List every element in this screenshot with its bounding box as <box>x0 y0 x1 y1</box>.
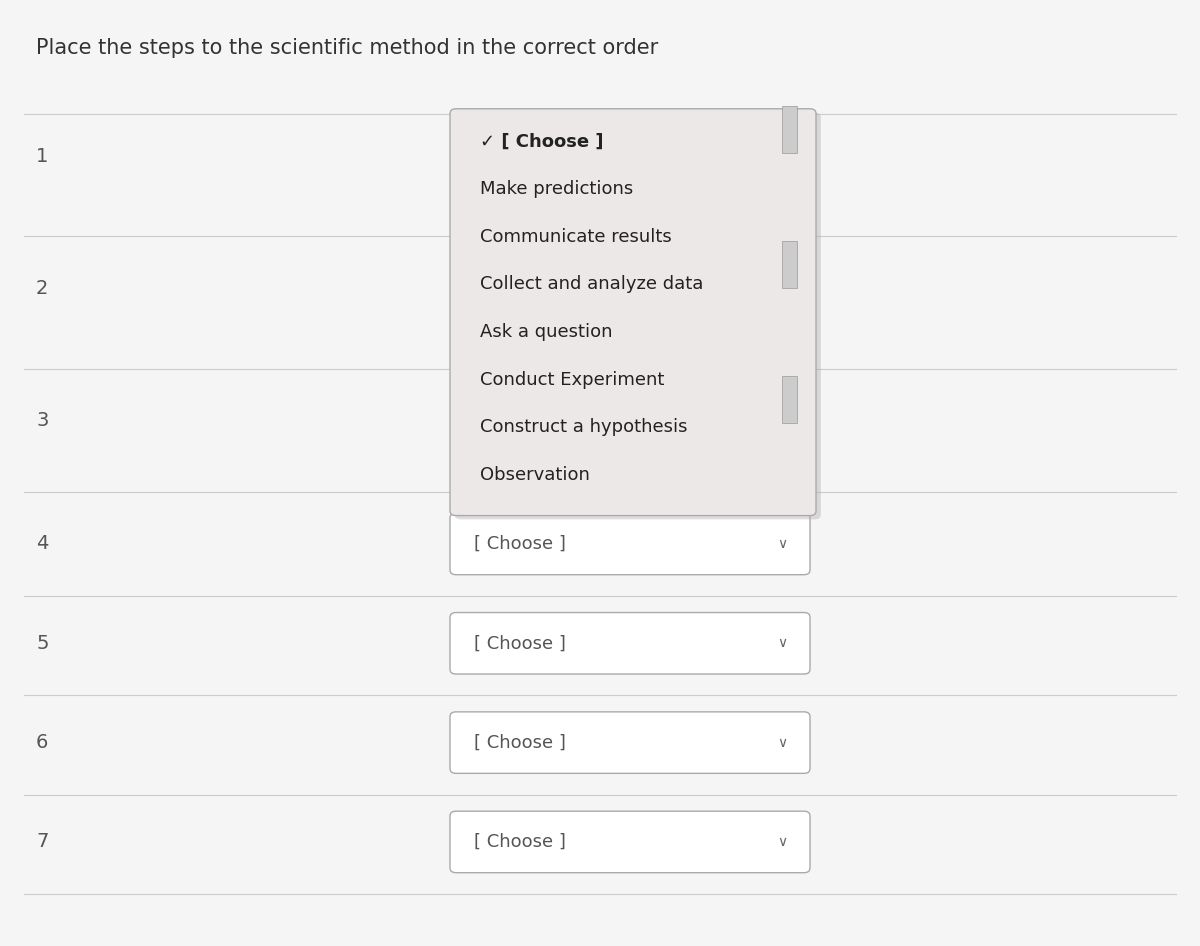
Text: Make predictions: Make predictions <box>480 180 634 198</box>
Text: 4: 4 <box>36 534 48 553</box>
Text: [ Choose ]: [ Choose ] <box>474 534 566 553</box>
FancyBboxPatch shape <box>782 376 797 424</box>
Text: ∨: ∨ <box>778 736 787 749</box>
FancyBboxPatch shape <box>450 613 810 674</box>
Text: ∨: ∨ <box>778 835 787 849</box>
Text: Conduct Experiment: Conduct Experiment <box>480 371 665 389</box>
FancyBboxPatch shape <box>450 109 816 516</box>
Text: Ask a question: Ask a question <box>480 323 612 342</box>
Text: Observation: Observation <box>480 466 590 484</box>
Text: ∨: ∨ <box>778 637 787 650</box>
Text: 2: 2 <box>36 279 48 298</box>
Text: [ Choose ]: [ Choose ] <box>474 832 566 851</box>
Text: Place the steps to the scientific method in the correct order: Place the steps to the scientific method… <box>36 38 659 58</box>
FancyBboxPatch shape <box>782 240 797 289</box>
FancyBboxPatch shape <box>450 811 810 872</box>
Text: ✓ [ Choose ]: ✓ [ Choose ] <box>480 132 604 150</box>
Text: 1: 1 <box>36 147 48 166</box>
Text: 3: 3 <box>36 412 48 430</box>
Text: ∨: ∨ <box>778 537 787 551</box>
FancyBboxPatch shape <box>782 106 797 153</box>
Text: 6: 6 <box>36 733 48 752</box>
Text: Collect and analyze data: Collect and analyze data <box>480 275 703 293</box>
Text: [ Choose ]: [ Choose ] <box>474 634 566 653</box>
FancyBboxPatch shape <box>450 513 810 575</box>
Text: Construct a hypothesis: Construct a hypothesis <box>480 418 688 436</box>
FancyBboxPatch shape <box>450 712 810 774</box>
FancyBboxPatch shape <box>455 113 821 519</box>
Text: 7: 7 <box>36 832 48 851</box>
Text: [ Choose ]: [ Choose ] <box>474 733 566 752</box>
Text: 5: 5 <box>36 634 48 653</box>
Text: Communicate results: Communicate results <box>480 228 672 246</box>
